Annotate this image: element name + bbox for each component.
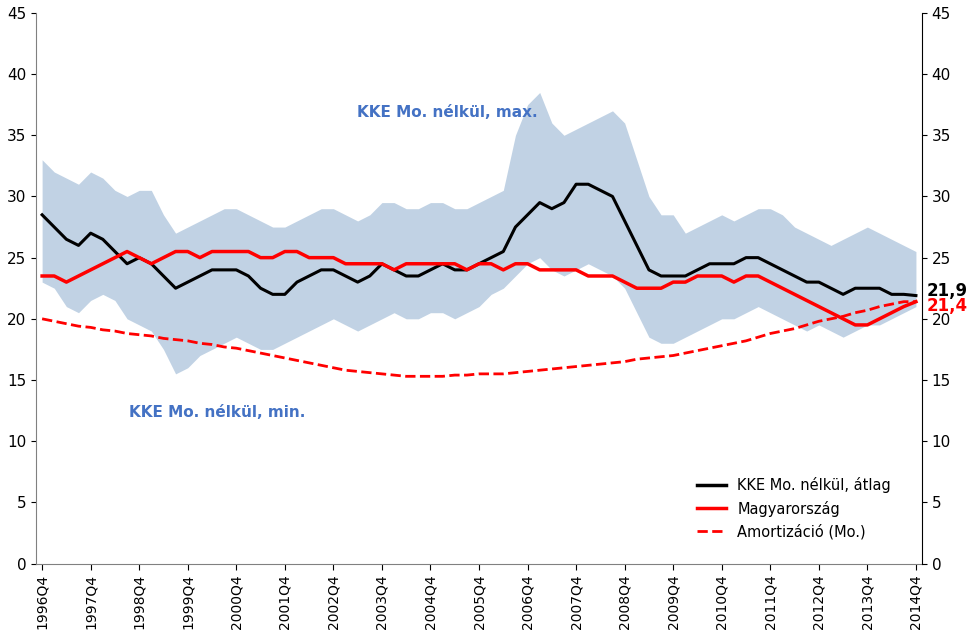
Legend: KKE Mo. nélkül, átlag, Magyarország, Amortizáció (Mo.): KKE Mo. nélkül, átlag, Magyarország, Amo… <box>691 471 897 545</box>
Text: KKE Mo. nélkül, max.: KKE Mo. nélkül, max. <box>356 105 538 120</box>
Text: 21,4: 21,4 <box>927 297 968 315</box>
Text: KKE Mo. nélkül, min.: KKE Mo. nélkül, min. <box>130 404 305 420</box>
Text: 21,9: 21,9 <box>927 282 968 300</box>
